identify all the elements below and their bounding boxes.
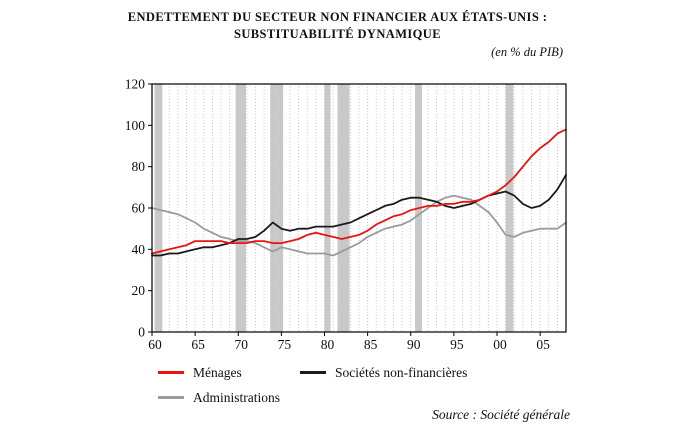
legend-item-menages: Ménages [158, 365, 300, 381]
unit-note: (en % du PIB) [491, 45, 563, 59]
legend-item-administrations: Administrations [158, 390, 300, 406]
svg-text:100: 100 [125, 118, 146, 133]
line-chart: 0 20 40 60 80 100 120 60 65 70 75 80 85 90 95 00 05 [110, 76, 580, 352]
svg-text:70: 70 [235, 337, 249, 351]
menages-line-swatch [158, 371, 184, 374]
legend-label-administrations: Administrations [193, 389, 280, 405]
svg-text:65: 65 [191, 337, 205, 351]
svg-text:80: 80 [132, 159, 146, 174]
legend-label-societes: Sociétés non-financières [335, 364, 468, 380]
svg-text:05: 05 [536, 337, 550, 351]
chart-title-line1: ENDETTEMENT DU SECTEUR NON FINANCIER AUX… [127, 10, 548, 24]
source-note: Source : Société générale [432, 407, 570, 422]
legend-item-societes: Sociétés non-financières [300, 365, 467, 381]
legend-row-2: Administrations [158, 385, 588, 410]
administrations-line-swatch [158, 396, 184, 399]
legend-label-menages: Ménages [193, 364, 242, 380]
svg-text:95: 95 [450, 337, 464, 351]
svg-text:60: 60 [132, 201, 146, 216]
svg-text:60: 60 [148, 337, 162, 351]
legend-row-1: Ménages Sociétés non-financières [158, 360, 588, 385]
svg-text:40: 40 [132, 242, 146, 257]
svg-text:80: 80 [321, 337, 335, 351]
svg-text:20: 20 [132, 283, 146, 298]
svg-text:00: 00 [493, 337, 507, 351]
legend: Ménages Sociétés non-financières Adminis… [158, 360, 588, 410]
chart-title-line2: SUBSTITUABILITÉ DYNAMIQUE [234, 27, 441, 41]
svg-text:90: 90 [407, 337, 421, 351]
societes-line-swatch [300, 371, 326, 374]
line-chart-svg: 0 20 40 60 80 100 120 60 65 70 75 80 85 90 95 00 05 [125, 77, 567, 352]
svg-text:0: 0 [138, 325, 145, 340]
svg-text:85: 85 [364, 337, 378, 351]
chart-title: ENDETTEMENT DU SECTEUR NON FINANCIER AUX… [0, 9, 675, 43]
svg-text:120: 120 [125, 77, 146, 92]
svg-text:75: 75 [278, 337, 292, 351]
